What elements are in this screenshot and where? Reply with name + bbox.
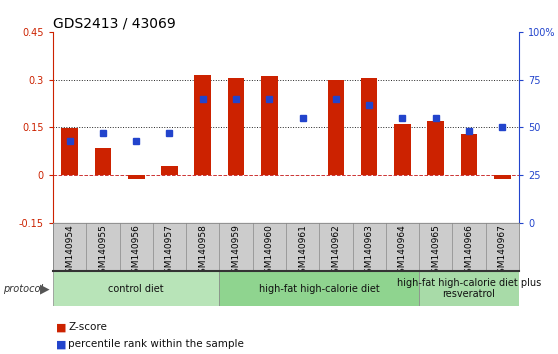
Text: GSM140965: GSM140965 <box>431 224 440 279</box>
Text: percentile rank within the sample: percentile rank within the sample <box>68 339 244 349</box>
Text: ▶: ▶ <box>40 282 50 295</box>
Bar <box>461 134 477 175</box>
Text: GSM140957: GSM140957 <box>165 224 174 279</box>
Text: GSM140955: GSM140955 <box>98 224 108 279</box>
Bar <box>128 175 145 179</box>
Bar <box>328 80 344 175</box>
Text: GSM140954: GSM140954 <box>65 224 74 279</box>
Text: GSM140964: GSM140964 <box>398 224 407 279</box>
Text: GSM140960: GSM140960 <box>265 224 274 279</box>
Text: GSM140963: GSM140963 <box>365 224 374 279</box>
Text: GSM140961: GSM140961 <box>298 224 307 279</box>
Bar <box>427 121 444 175</box>
Text: high-fat high-calorie diet: high-fat high-calorie diet <box>259 284 379 293</box>
Text: ■: ■ <box>56 322 66 332</box>
Bar <box>261 76 278 175</box>
Bar <box>219 271 419 306</box>
Text: GDS2413 / 43069: GDS2413 / 43069 <box>53 17 176 31</box>
Bar <box>95 148 111 175</box>
Bar <box>194 75 211 175</box>
Text: GSM140958: GSM140958 <box>198 224 207 279</box>
Bar <box>394 124 411 175</box>
Text: Z-score: Z-score <box>68 322 107 332</box>
Bar <box>228 78 244 175</box>
Bar <box>419 271 519 306</box>
Text: ■: ■ <box>56 339 66 349</box>
Text: protocol: protocol <box>3 284 43 293</box>
Text: GSM140962: GSM140962 <box>331 224 340 279</box>
Text: GSM140967: GSM140967 <box>498 224 507 279</box>
Bar <box>361 78 378 175</box>
Text: high-fat high-calorie diet plus
resveratrol: high-fat high-calorie diet plus resverat… <box>397 278 541 299</box>
Bar <box>494 175 511 179</box>
Text: GSM140959: GSM140959 <box>232 224 240 279</box>
Text: control diet: control diet <box>108 284 164 293</box>
Text: GSM140966: GSM140966 <box>464 224 474 279</box>
Bar <box>61 128 78 175</box>
Bar <box>53 271 219 306</box>
Text: GSM140956: GSM140956 <box>132 224 141 279</box>
Bar <box>161 166 178 175</box>
